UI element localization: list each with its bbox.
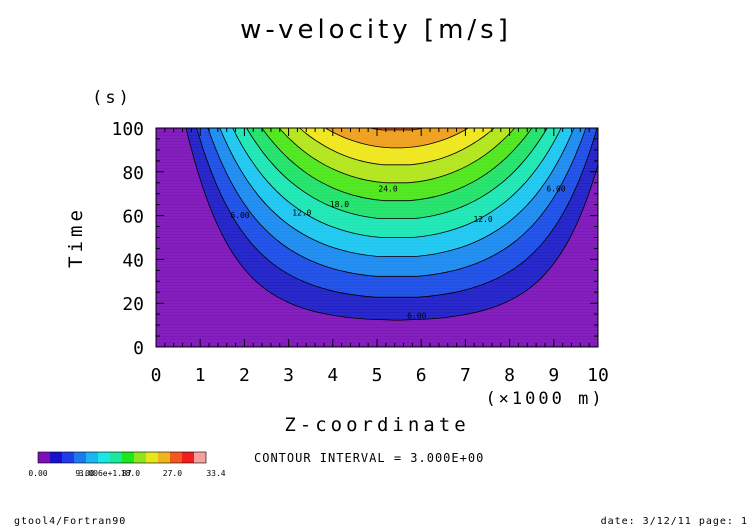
colorbar xyxy=(37,451,207,464)
y-axis: 0 20 40 60 80 100 xyxy=(111,119,598,359)
colorbar-swatch xyxy=(62,452,75,463)
x-tick-label: 6 xyxy=(416,365,427,386)
y-tick-label: 20 xyxy=(122,294,144,315)
colorbar-swatch xyxy=(194,452,207,463)
contour-label: 12.0 xyxy=(473,215,492,224)
colorbar-frame xyxy=(37,451,207,464)
y-tick-label: 100 xyxy=(111,119,144,140)
contour-line xyxy=(219,128,575,257)
x-tick-label: 8 xyxy=(504,365,515,386)
y-unit-label: (s) xyxy=(92,88,132,108)
colorbar-swatch xyxy=(86,452,99,463)
chart-title: w-velocity [m/s] xyxy=(240,15,512,45)
contour-line xyxy=(369,128,424,131)
contour-line xyxy=(324,128,470,149)
x-tick-label: 9 xyxy=(548,365,559,386)
colorbar-tick-labels: 0.00 9.00 18.0 27.0 33.4 3.006e+1.87 xyxy=(28,469,225,478)
x-tick-label: 4 xyxy=(327,365,338,386)
colorbar-swatch xyxy=(74,452,87,463)
contour-line xyxy=(196,128,598,298)
footer-left: gtool4/Fortran90 xyxy=(14,516,126,527)
colorbar-tick-label: 33.4 xyxy=(206,469,225,478)
contour-label: 24.0 xyxy=(378,185,397,194)
colorbar-swatch xyxy=(170,452,183,463)
colorbar-swatch xyxy=(38,452,51,463)
colorbar-tick-label: 0.00 xyxy=(28,469,47,478)
contour-line xyxy=(298,128,495,166)
colorbar-swatch xyxy=(182,452,195,463)
colorbar-tick-label: 9.00 xyxy=(75,469,94,478)
contour-line xyxy=(185,128,598,321)
x-tick-label: 1 xyxy=(195,365,206,386)
colorbar-swatch xyxy=(122,452,135,463)
footer-right: date: 3/12/11 page: 1 xyxy=(601,516,748,527)
contour-label: 6.00 xyxy=(407,312,426,321)
contour-label: 18.0 xyxy=(330,200,349,209)
x-tick-label: 2 xyxy=(239,365,250,386)
x-tick-label: 5 xyxy=(372,365,383,386)
contour-label: 12.0 xyxy=(292,209,311,218)
colorbar-swatch xyxy=(50,452,63,463)
colorbar-swatch xyxy=(98,452,111,463)
y-tick-label: 0 xyxy=(133,338,144,359)
colorbar-swatch xyxy=(158,452,171,463)
x-tick-label: 10 xyxy=(587,365,609,386)
contour-line xyxy=(246,128,548,219)
contour-label: 6.00 xyxy=(546,185,565,194)
x-tick-label: 7 xyxy=(460,365,471,386)
y-tick-label: 40 xyxy=(122,250,144,271)
contour-line xyxy=(278,128,516,184)
y-axis-label: Time xyxy=(65,206,87,268)
colorbar-tick-label: 27.0 xyxy=(163,469,182,478)
contour-line xyxy=(261,128,533,202)
contour-line xyxy=(232,128,562,238)
contour-lines xyxy=(185,128,598,321)
x-tick-label: 0 xyxy=(151,365,162,386)
colorbar-tick-label: 18.0 xyxy=(121,469,140,478)
contour-interval-text: CONTOUR INTERVAL = 3.000E+00 xyxy=(254,451,484,465)
y-tick-label: 60 xyxy=(122,207,144,228)
colorbar-swatch xyxy=(110,452,123,463)
colorbar-swatch xyxy=(134,452,147,463)
x-axis-label: Z-coordinate xyxy=(284,414,469,436)
contour-label: 6.00 xyxy=(230,211,249,220)
x-axis: 0 1 2 3 4 5 6 7 8 9 10 xyxy=(151,128,609,386)
contour-labels: 6.00 6.00 6.00 12.0 12.0 18.0 24.0 xyxy=(230,185,565,321)
y-tick-label: 80 xyxy=(122,163,144,184)
colorbar-overlap-label: 3.006e+1.87 xyxy=(79,469,132,478)
contour-line xyxy=(207,128,587,277)
colorbar-swatch xyxy=(146,452,159,463)
x-tick-label: 3 xyxy=(283,365,294,386)
x-unit-label: (×1000 m) xyxy=(485,389,604,409)
